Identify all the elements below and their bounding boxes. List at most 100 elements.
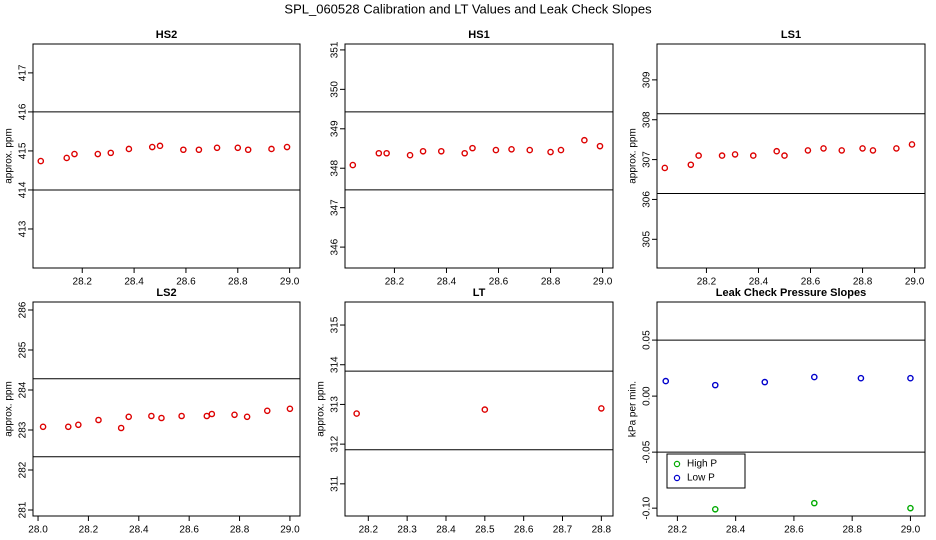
data-point	[804, 147, 812, 154]
x-tick-label: 28.6	[514, 525, 534, 536]
data-point	[820, 145, 827, 152]
data-point	[158, 414, 165, 422]
y-tick-label: 416	[18, 103, 29, 120]
data-point	[869, 147, 877, 154]
data-point	[234, 144, 242, 152]
x-tick-label: 29.0	[901, 525, 921, 536]
y-tick-label: -0.05	[642, 440, 653, 463]
y-tick-label: 311	[330, 475, 341, 491]
x-tick-label: 29.0	[280, 525, 300, 536]
x-tick-label: 28.8	[228, 277, 248, 288]
data-point	[263, 407, 271, 415]
y-tick-label: 284	[18, 381, 29, 398]
x-tick-label: 28.5	[475, 525, 495, 536]
y-axis-label: kPa per min.	[628, 381, 639, 437]
data-point	[437, 147, 445, 155]
data-point	[557, 146, 565, 154]
legend-symbol	[673, 460, 681, 468]
data-point	[907, 374, 914, 382]
data-point	[406, 151, 414, 159]
data-point	[375, 149, 383, 157]
data-point	[731, 151, 739, 158]
y-tick-label: 0.05	[642, 330, 653, 350]
data-point	[268, 145, 275, 153]
y-tick-label: 306	[642, 191, 653, 208]
data-point	[469, 144, 476, 152]
data-point	[286, 405, 294, 413]
data-point	[811, 373, 818, 381]
data-point	[596, 142, 604, 150]
data-point	[195, 146, 203, 154]
data-point	[349, 161, 357, 169]
data-point	[125, 413, 133, 421]
panel-title: Leak Check Pressure Slopes	[716, 287, 866, 299]
y-tick-label: 349	[330, 120, 341, 137]
y-tick-label: 417	[18, 64, 29, 81]
y-tick-label: 286	[18, 301, 29, 318]
x-tick-label: 28.3	[397, 525, 417, 536]
x-tick-label: 28.7	[553, 525, 573, 536]
data-point	[761, 378, 769, 386]
data-point	[857, 374, 865, 382]
plot-frame	[32, 43, 301, 269]
panel-title: LS2	[156, 287, 176, 299]
x-tick-label: 28.2	[359, 525, 379, 536]
data-point	[63, 154, 70, 162]
panel-title: HS2	[156, 29, 177, 41]
y-axis-label: approx. ppm	[4, 128, 15, 184]
x-tick-label: 28.6	[801, 277, 821, 288]
panel-title: LS1	[781, 29, 801, 41]
data-point	[662, 377, 670, 385]
data-point	[283, 143, 291, 151]
panel-title: HS1	[468, 29, 489, 41]
data-point	[148, 143, 156, 151]
x-tick-label: 28.4	[726, 525, 746, 536]
data-point	[581, 136, 588, 144]
x-tick-label: 28.2	[385, 277, 405, 288]
x-tick-label: 28.6	[179, 525, 199, 536]
x-tick-label: 28.2	[73, 277, 93, 288]
y-tick-label: 347	[330, 199, 341, 216]
plot-frame	[344, 301, 614, 517]
data-point	[526, 146, 534, 154]
data-point	[71, 150, 78, 158]
x-tick-label: 28.6	[784, 525, 804, 536]
y-tick-label: 312	[330, 435, 341, 452]
x-tick-label: 28.2	[697, 277, 717, 288]
plot-frame	[656, 43, 926, 269]
y-tick-label: 414	[18, 181, 29, 198]
x-tick-label: 28.4	[436, 525, 456, 536]
data-point	[75, 421, 82, 429]
data-point	[383, 149, 390, 157]
data-point	[893, 145, 900, 152]
data-point	[907, 504, 914, 512]
data-point	[148, 412, 155, 420]
legend-label: High P	[687, 459, 717, 470]
data-point	[37, 157, 45, 165]
plot-frame	[32, 301, 301, 517]
y-tick-label: 282	[18, 461, 29, 478]
data-point	[117, 424, 125, 432]
data-point	[492, 146, 500, 154]
legend-box	[666, 453, 746, 489]
legend-label: Low P	[687, 473, 715, 484]
y-tick-label: 281	[18, 501, 29, 518]
data-point	[107, 149, 115, 157]
x-tick-label: 28.8	[592, 525, 612, 536]
y-tick-label: 351	[330, 41, 341, 58]
data-point	[125, 145, 133, 153]
x-tick-label: 29.0	[593, 277, 613, 288]
x-tick-label: 28.2	[79, 525, 99, 536]
x-tick-label: 28.4	[124, 277, 144, 288]
x-tick-label: 28.6	[176, 277, 196, 288]
panel-title: LT	[473, 287, 486, 299]
data-point	[773, 147, 780, 155]
data-point	[508, 145, 515, 153]
data-point	[213, 144, 221, 152]
x-tick-label: 29.0	[905, 277, 925, 288]
x-tick-label: 28.0	[28, 525, 48, 536]
y-axis-label: approx. ppm	[4, 381, 15, 437]
data-point	[244, 146, 252, 154]
data-point	[711, 505, 719, 513]
data-point	[687, 161, 695, 169]
